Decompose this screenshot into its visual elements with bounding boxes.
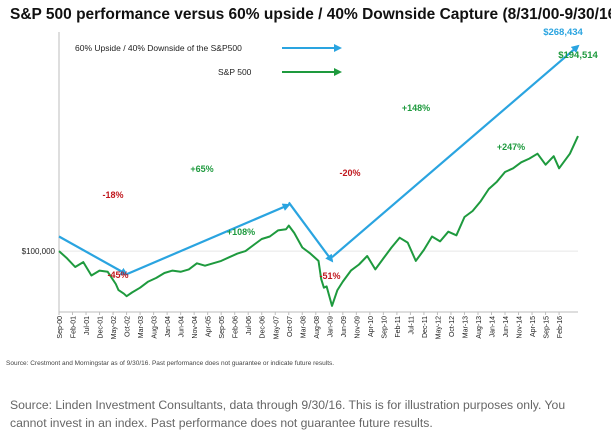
legend-label-sp500: S&P 500 bbox=[218, 67, 252, 77]
x-tick-label: Aug-13 bbox=[476, 316, 483, 339]
x-tick-label: Sep-05 bbox=[219, 316, 226, 339]
x-tick-label: Jun-04 bbox=[179, 316, 186, 338]
x-tick-label: Oct-12 bbox=[449, 316, 456, 337]
x-tick-label: Oct-02 bbox=[125, 316, 132, 337]
end-value-capture: $268,434 bbox=[543, 27, 583, 38]
x-tick-labels: Sep-00 Feb-01 Jul-01 Dec-01 May-02 Oct-02 Mar-… bbox=[57, 312, 564, 339]
x-tick-label: Feb-16 bbox=[557, 316, 564, 338]
chart-title: S&P 500 performance versus 60% upside / … bbox=[10, 6, 611, 23]
x-tick-label: Feb-01 bbox=[71, 316, 78, 338]
x-tick-label: Jan-04 bbox=[165, 316, 172, 338]
sp500-line bbox=[58, 135, 579, 307]
x-tick-label: May-07 bbox=[273, 316, 280, 339]
series-sp500 bbox=[58, 135, 579, 307]
x-tick-label: Nov-14 bbox=[517, 316, 524, 339]
x-tick-label: Mar-08 bbox=[300, 316, 307, 338]
x-tick-label: Mar-13 bbox=[462, 316, 469, 338]
capture-change-label: +148% bbox=[402, 103, 430, 113]
annotations: -18% +65% -20% +148% -45% +108% -51% +247% $268,… bbox=[102, 27, 598, 281]
x-tick-label: Sep-00 bbox=[57, 316, 64, 339]
x-tick-label: Mar-03 bbox=[138, 316, 145, 338]
sp500-change-label: +247% bbox=[497, 142, 525, 152]
capture-change-label: -20% bbox=[339, 168, 360, 178]
capture-change-label: -18% bbox=[102, 190, 123, 200]
x-tick-label: Apr-15 bbox=[530, 316, 537, 337]
y-tick-labels: $100,000 bbox=[22, 247, 56, 256]
x-tick-label: Feb-06 bbox=[233, 316, 240, 338]
x-tick-label: Jul-06 bbox=[246, 316, 253, 335]
footer-text: Source: Linden Investment Consultants, d… bbox=[10, 398, 566, 430]
x-tick-label: Nov-04 bbox=[192, 316, 199, 339]
capture-arrow-segment bbox=[331, 44, 580, 259]
sp500-change-label: +108% bbox=[227, 227, 255, 237]
x-tick-label: Aug-08 bbox=[314, 316, 321, 339]
x-tick-label: Dec-11 bbox=[422, 316, 429, 338]
capture-arrow-segment bbox=[287, 201, 334, 263]
x-tick-label: Jul-01 bbox=[84, 316, 91, 335]
x-tick-label: Jan-09 bbox=[327, 316, 334, 338]
x-tick-label: Apr-10 bbox=[368, 316, 375, 337]
sp500-change-label: -45% bbox=[107, 270, 128, 280]
x-tick-label: Dec-01 bbox=[98, 316, 105, 339]
legend-label-capture: 60% Upside / 40% Downside of the S&P500 bbox=[75, 43, 242, 53]
x-tick-label: May-02 bbox=[111, 316, 118, 339]
capture-arrow-segment bbox=[58, 235, 129, 276]
source-note: Source: Crestmont and Morningstar as of … bbox=[6, 360, 335, 367]
x-tick-label: Oct-07 bbox=[287, 316, 294, 337]
capture-change-label: +65% bbox=[190, 164, 213, 174]
capture-arrow-segment bbox=[126, 203, 291, 276]
x-tick-label: Nov-09 bbox=[354, 316, 361, 339]
x-tick-label: Aug-03 bbox=[152, 316, 159, 339]
x-tick-label: Jun-09 bbox=[341, 316, 348, 338]
x-tick-label: May-12 bbox=[435, 316, 442, 339]
sp500-change-label: -51% bbox=[319, 271, 340, 281]
series-capture bbox=[58, 44, 580, 276]
x-tick-label: Jul-11 bbox=[408, 316, 415, 335]
x-tick-label: Feb-11 bbox=[395, 316, 402, 338]
x-tick-label: Jan-14 bbox=[490, 316, 497, 338]
legend: 60% Upside / 40% Downside of the S&P500 S… bbox=[75, 43, 342, 77]
x-tick-label: Jun-14 bbox=[503, 316, 510, 338]
x-tick-label: Dec-06 bbox=[260, 316, 267, 339]
x-tick-label: Sep-15 bbox=[544, 316, 551, 339]
x-tick-label: Sep-10 bbox=[381, 316, 388, 339]
end-value-sp500: $194,514 bbox=[558, 50, 598, 61]
y-tick-label: $100,000 bbox=[22, 247, 56, 256]
x-tick-label: Apr-05 bbox=[206, 316, 213, 337]
